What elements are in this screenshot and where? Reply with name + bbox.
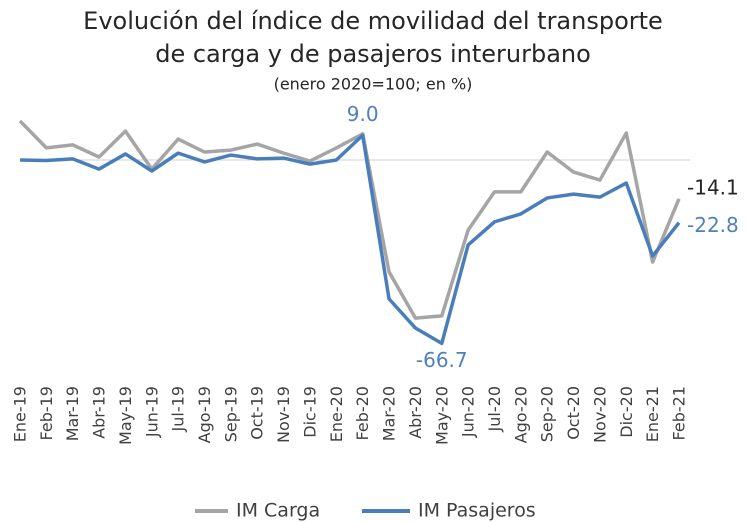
- data-label: -22.8: [687, 213, 739, 237]
- x-tick-label: Dic-19: [300, 386, 319, 438]
- x-tick-label: Jun-19: [142, 386, 161, 438]
- x-tick-label: Ene-20: [327, 386, 346, 442]
- x-tick-label: Jul-20: [485, 386, 504, 432]
- x-tick-label: Dic-20: [617, 386, 636, 438]
- x-tick-label: Jun-20: [459, 386, 478, 438]
- x-tick-label: Jul-19: [169, 386, 188, 432]
- x-tick-label: May-20: [432, 386, 451, 445]
- x-tick-label: Mar-20: [380, 386, 399, 441]
- x-tick-label: Ene-19: [11, 386, 30, 442]
- x-tick-label: Abr-19: [90, 386, 109, 439]
- x-tick-label: Sep-19: [221, 386, 240, 442]
- x-tick-label: Sep-20: [538, 386, 557, 442]
- chart-title: de carga y de pasajeros interurbano: [155, 40, 591, 68]
- line: [19, 133, 681, 346]
- x-tick-label: Ene-21: [643, 386, 662, 442]
- x-tick-label: Ago-20: [511, 386, 530, 443]
- x-tick-label: Nov-20: [590, 386, 609, 443]
- x-tick-label: May-19: [116, 386, 135, 445]
- x-tick-label: Ago-19: [195, 386, 214, 443]
- data-label: -66.7: [416, 348, 468, 372]
- x-tick-label: Feb-20: [353, 386, 372, 440]
- x-tick-label: Mar-19: [63, 386, 82, 441]
- x-tick-label: Oct-19: [248, 386, 267, 440]
- chart-title: Evolución del índice de movilidad del tr…: [83, 7, 663, 35]
- line: [18, 119, 681, 320]
- x-tick-label: Abr-20: [406, 386, 425, 439]
- data-label: -14.1: [687, 175, 739, 199]
- legend-label: IM Carga: [236, 500, 320, 522]
- x-tick-label: Feb-21: [670, 386, 689, 440]
- chart-subtitle: (enero 2020=100; en %): [274, 75, 473, 94]
- legend-label: IM Pasajeros: [418, 500, 536, 522]
- data-label: 9.0: [347, 102, 379, 126]
- x-tick-label: Nov-19: [274, 386, 293, 443]
- x-tick-label: Oct-20: [564, 386, 583, 440]
- x-tick-label: Feb-19: [37, 386, 56, 440]
